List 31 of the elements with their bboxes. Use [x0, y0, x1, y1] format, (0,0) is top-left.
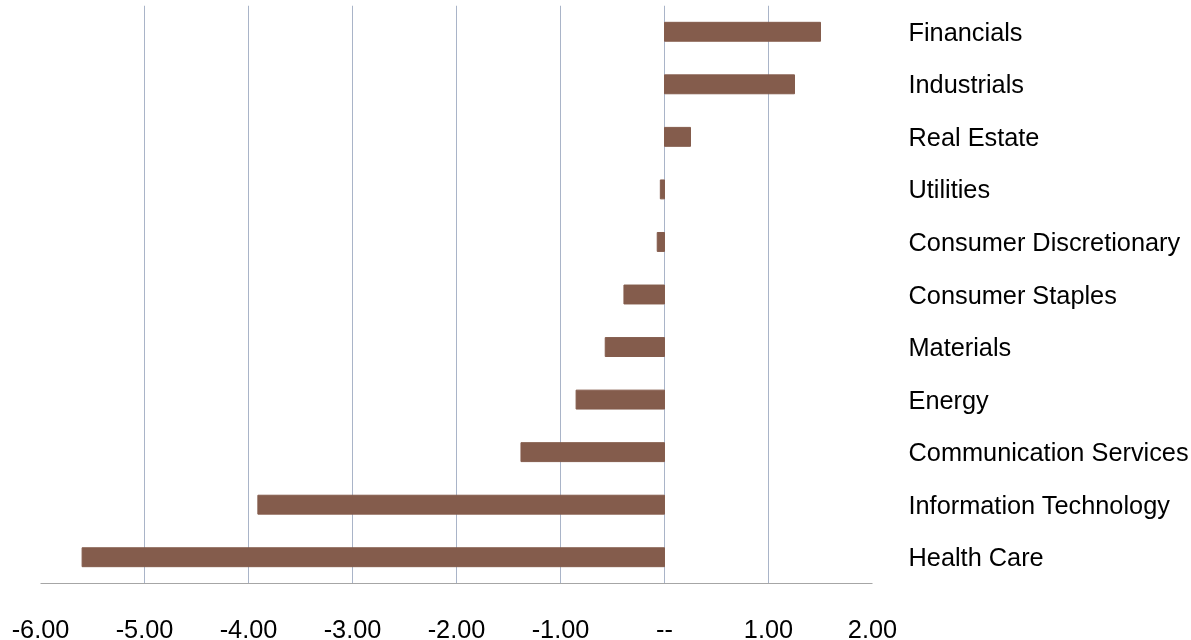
bar [659, 179, 665, 200]
x-tick-label: 1.00 [743, 614, 794, 640]
y-tick-label: Consumer Discretionary [908, 227, 1181, 256]
y-tick-label: Materials [908, 333, 1012, 362]
bar [257, 494, 665, 515]
x-tick-label: -1.00 [531, 614, 590, 640]
y-tick-label: Information Technology [908, 490, 1171, 519]
y-tick-label: Real Estate [908, 122, 1040, 151]
bar [664, 21, 821, 42]
x-tick-label: -3.00 [323, 614, 382, 640]
bar [81, 547, 665, 568]
x-tick-label: -- [656, 614, 673, 640]
bar [520, 442, 665, 463]
bar [664, 126, 691, 147]
y-tick-label: Consumer Staples [908, 280, 1117, 309]
x-tick-label: 2.00 [847, 614, 898, 640]
x-tick-label: -4.00 [219, 614, 278, 640]
x-tick-label: -5.00 [115, 614, 174, 640]
x-tick-label: -6.00 [11, 614, 70, 640]
y-tick-label: Industrials [908, 70, 1024, 99]
bar [575, 389, 665, 410]
y-tick-label: Communication Services [908, 438, 1189, 467]
bar [623, 284, 665, 305]
bar [664, 74, 795, 95]
bar [656, 232, 665, 252]
y-tick-label: Utilities [908, 175, 991, 204]
x-tick-label: -2.00 [427, 614, 486, 640]
y-tick-label: Energy [908, 385, 990, 414]
bar [604, 337, 665, 357]
y-tick-label: Health Care [908, 543, 1044, 572]
y-tick-label: Financials [908, 17, 1023, 46]
